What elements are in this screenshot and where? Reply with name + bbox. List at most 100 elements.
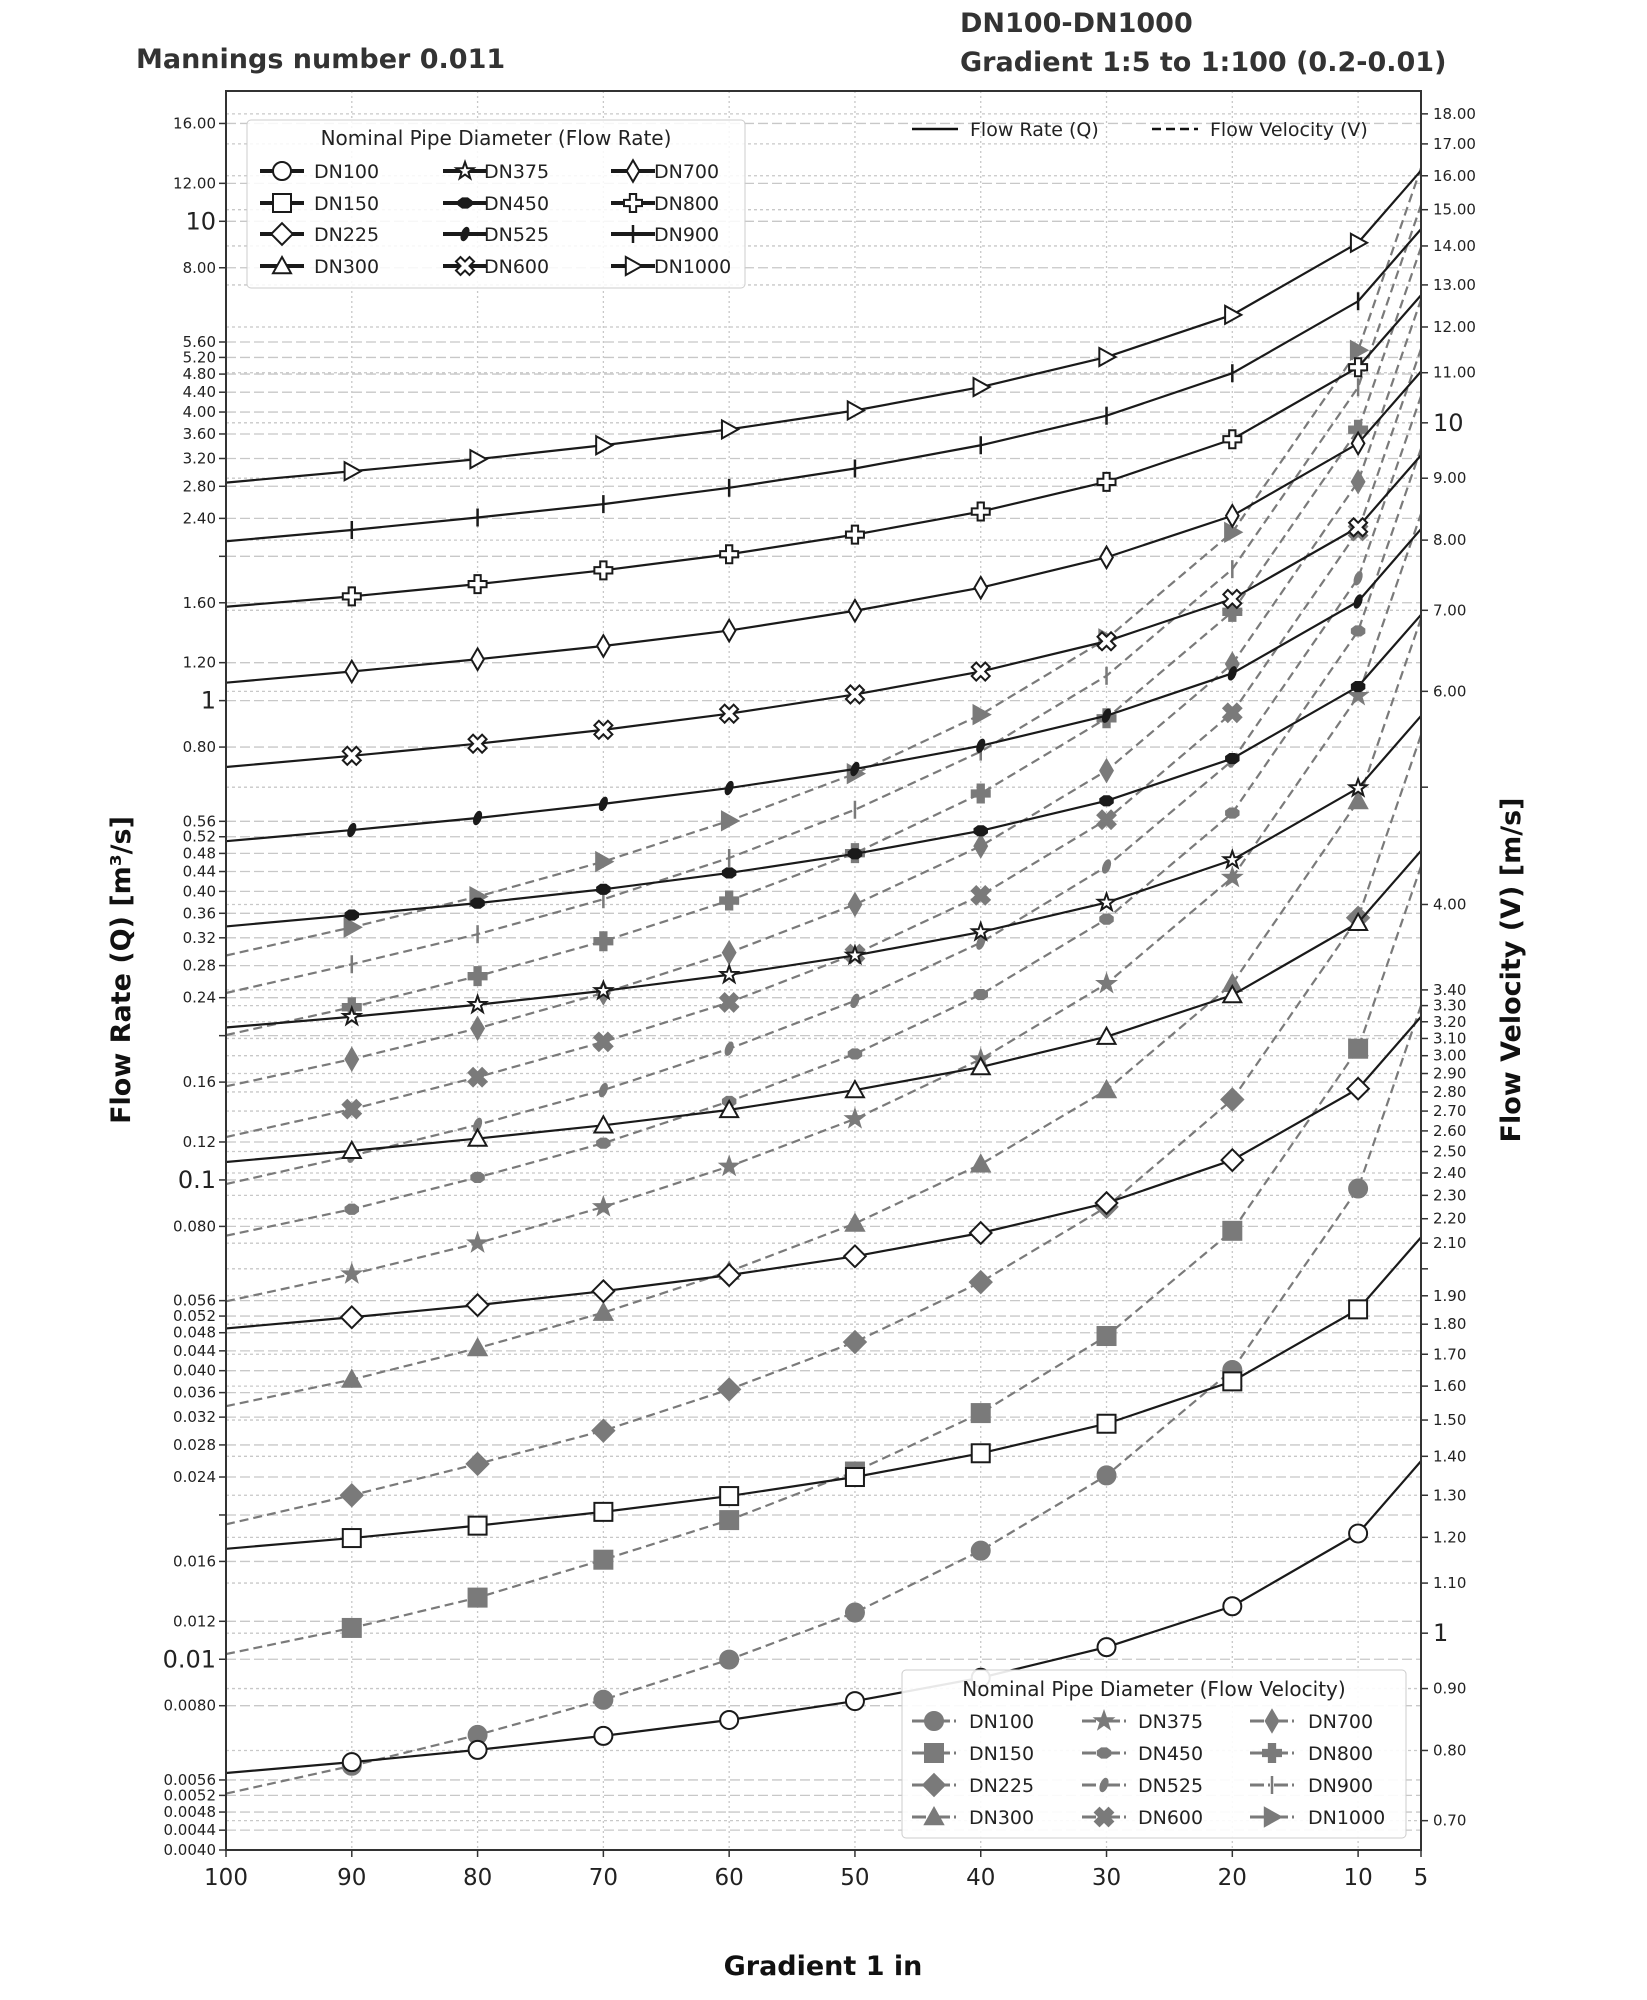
marker-shape <box>1222 601 1243 622</box>
y-tick-label-right: 8.00 <box>1433 531 1466 549</box>
velocity-point-dn150 <box>341 1617 362 1638</box>
marker-shape <box>1222 429 1243 450</box>
y-tick-label-left: 5.60 <box>183 333 216 351</box>
legend-item-dn300: DN300 <box>912 1805 1034 1829</box>
flow-rate-point-dn450 <box>596 883 611 895</box>
y-tick-label-left: 0.0044 <box>164 1821 217 1839</box>
marker-shape <box>721 617 737 644</box>
flow-rate-point-dn450 <box>1350 680 1366 693</box>
marker-shape <box>1095 971 1118 994</box>
marker-shape <box>1350 625 1366 637</box>
legend-marker <box>1264 1708 1280 1734</box>
legend-label: DN375 <box>1138 1711 1203 1733</box>
flow-rate-point-dn100 <box>844 1691 865 1712</box>
y-tick-label-right: 15.00 <box>1433 201 1476 219</box>
legend-label: DN800 <box>654 193 719 215</box>
marker-shape <box>272 161 292 181</box>
marker-shape <box>970 1055 992 1076</box>
velocity-point-dn525 <box>1353 571 1363 586</box>
y-tick-label-left: 8.00 <box>183 259 216 277</box>
y-tick-label-left: 16.00 <box>173 114 216 132</box>
flow-rate-point-dn800 <box>467 574 488 595</box>
marker-shape <box>272 193 292 213</box>
y-tick-label-left: 0.0080 <box>164 1697 217 1715</box>
marker-shape <box>970 1153 992 1173</box>
marker-shape <box>1096 809 1117 831</box>
velocity-point-dn450 <box>847 1048 863 1060</box>
marker-shape <box>598 796 608 812</box>
marker-shape <box>593 560 614 581</box>
flow-rate-point-dn600 <box>1221 588 1243 610</box>
legend-marker <box>1099 1777 1109 1793</box>
marker-shape <box>1225 807 1240 819</box>
marker-shape <box>1096 1465 1117 1486</box>
flow-rate-point-dn300 <box>1221 984 1244 1004</box>
y-tick-label-left: 0.044 <box>173 1342 216 1360</box>
velocity-point-dn150 <box>719 1510 740 1531</box>
velocity-point-dn225 <box>1220 1087 1245 1112</box>
velocity-point-dn525 <box>598 1082 608 1098</box>
marker-shape <box>624 255 645 277</box>
marker-shape <box>1262 1743 1282 1763</box>
flow-rate-point-dn1000 <box>343 460 363 482</box>
y-tick-label-left: 2.80 <box>183 477 216 495</box>
velocity-point-dn375 <box>1346 683 1370 706</box>
flow-rate-point-dn375 <box>1220 847 1244 870</box>
flow-rate-point-dn800 <box>970 501 991 522</box>
legend-label: DN525 <box>1138 1775 1203 1797</box>
marker-shape <box>1347 516 1369 538</box>
y-tick-label-left: 0.0056 <box>164 1771 217 1789</box>
y-tick-label-right: 3.30 <box>1433 997 1466 1015</box>
legend-flow-velocity-title: Nominal Pipe Diameter (Flow Velocity) <box>962 1677 1345 1701</box>
flow-rate-point-dn300 <box>592 1114 615 1134</box>
marker-shape <box>719 1486 740 1507</box>
marker-shape <box>719 544 740 565</box>
marker-shape <box>968 1220 993 1246</box>
marker-shape <box>592 1114 615 1134</box>
marker-shape <box>847 848 863 860</box>
marker-shape <box>1227 666 1237 681</box>
marker-shape <box>842 1329 868 1355</box>
marker-shape <box>844 1602 865 1623</box>
velocity-point-dn375 <box>1220 865 1244 888</box>
legend-marker <box>269 221 295 247</box>
velocity-point-dn150 <box>1096 1326 1117 1347</box>
velocity-point-dn450 <box>596 1137 611 1149</box>
y-tick-label-right: 1.80 <box>1433 1315 1466 1333</box>
velocity-point-dn525 <box>1101 859 1112 874</box>
flow-rate-point-dn100 <box>1348 1523 1369 1544</box>
marker-shape <box>593 1501 614 1522</box>
velocity-point-dn450 <box>1099 913 1114 925</box>
y-tick-label-right: 2.50 <box>1433 1143 1466 1161</box>
y-tick-label-left: 12.00 <box>173 174 216 192</box>
legend-label: DN900 <box>1308 1775 1373 1797</box>
marker-shape <box>718 1098 740 1119</box>
flow-rate-point-dn150 <box>467 1515 488 1536</box>
marker-shape <box>1222 1596 1243 1617</box>
flow-rate-point-dn300 <box>718 1098 740 1119</box>
marker-shape <box>1349 232 1370 254</box>
marker-shape <box>347 822 357 838</box>
marker-shape <box>972 376 992 398</box>
plot-frame <box>225 90 1422 1851</box>
marker-shape <box>847 1048 863 1060</box>
marker-shape <box>341 586 362 607</box>
flow-rate-point-dn100 <box>1222 1596 1243 1617</box>
marker-shape <box>1095 890 1118 913</box>
flow-rate-point-dn600 <box>844 684 866 705</box>
legend-label: DN1000 <box>1308 1807 1385 1829</box>
marker-shape <box>1224 304 1244 326</box>
flow-rate-point-dn450 <box>973 825 988 837</box>
flow-rate-point-dn450 <box>344 909 360 921</box>
y-tick-label-left: 0.48 <box>183 844 216 862</box>
marker-shape <box>339 1483 365 1508</box>
velocity-point-dn800 <box>1222 601 1243 622</box>
marker-shape <box>1349 339 1370 361</box>
marker-shape <box>466 1127 489 1147</box>
velocity-point-dn800 <box>970 783 991 804</box>
flow-rate-point-dn225 <box>1220 1147 1245 1173</box>
marker-shape <box>473 1117 483 1133</box>
marker-shape <box>844 1691 865 1712</box>
marker-shape <box>719 1510 740 1531</box>
x-tick-label: 90 <box>337 1865 366 1891</box>
